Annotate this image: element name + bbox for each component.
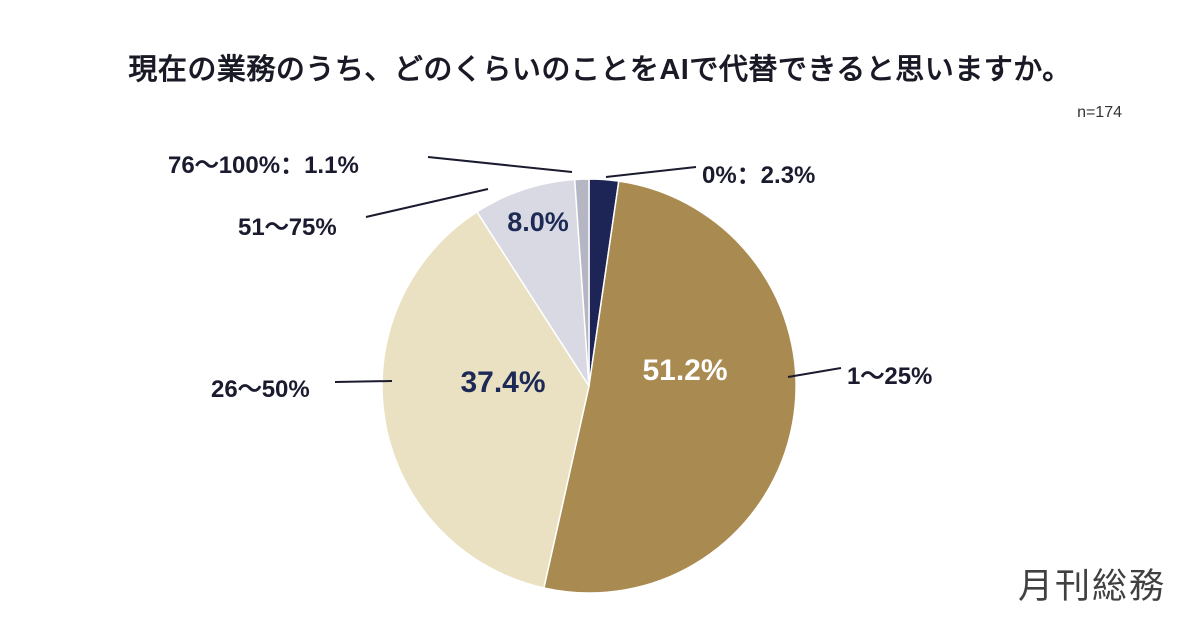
slice-value-label-51-75: 8.0% [507,207,569,237]
pie-slice-3 [475,178,590,387]
callout-label-0: 0%：2.3% [702,162,816,189]
slice-value-label-1-25: 51.2% [642,354,728,387]
callout-label-26-50: 26〜50% [211,376,310,403]
pie-slices-group [381,178,797,594]
pie-slice-4 [573,178,590,387]
leader-line-26-50 [334,380,393,383]
leader-line-51-75 [365,188,489,218]
pie-slice-1 [542,180,797,594]
chart-title: 現在の業務のうち、どのくらいのことをAIで代替できると思いますか。 [128,54,1072,86]
slice-value-label-26-50: 37.4% [460,366,546,399]
brand-logo: 月刊総務 [1017,567,1166,606]
callout-label-1-25: 1〜25% [847,363,933,390]
sample-size-label: n=174 [1077,104,1122,121]
callout-label-76-100: 76〜100%：1.1% [168,152,359,179]
leader-line-1-25 [787,367,842,378]
callout-label-51-75: 51〜75% [238,214,337,241]
leader-line-76-100 [427,156,573,173]
leader-line-0 [605,166,697,178]
